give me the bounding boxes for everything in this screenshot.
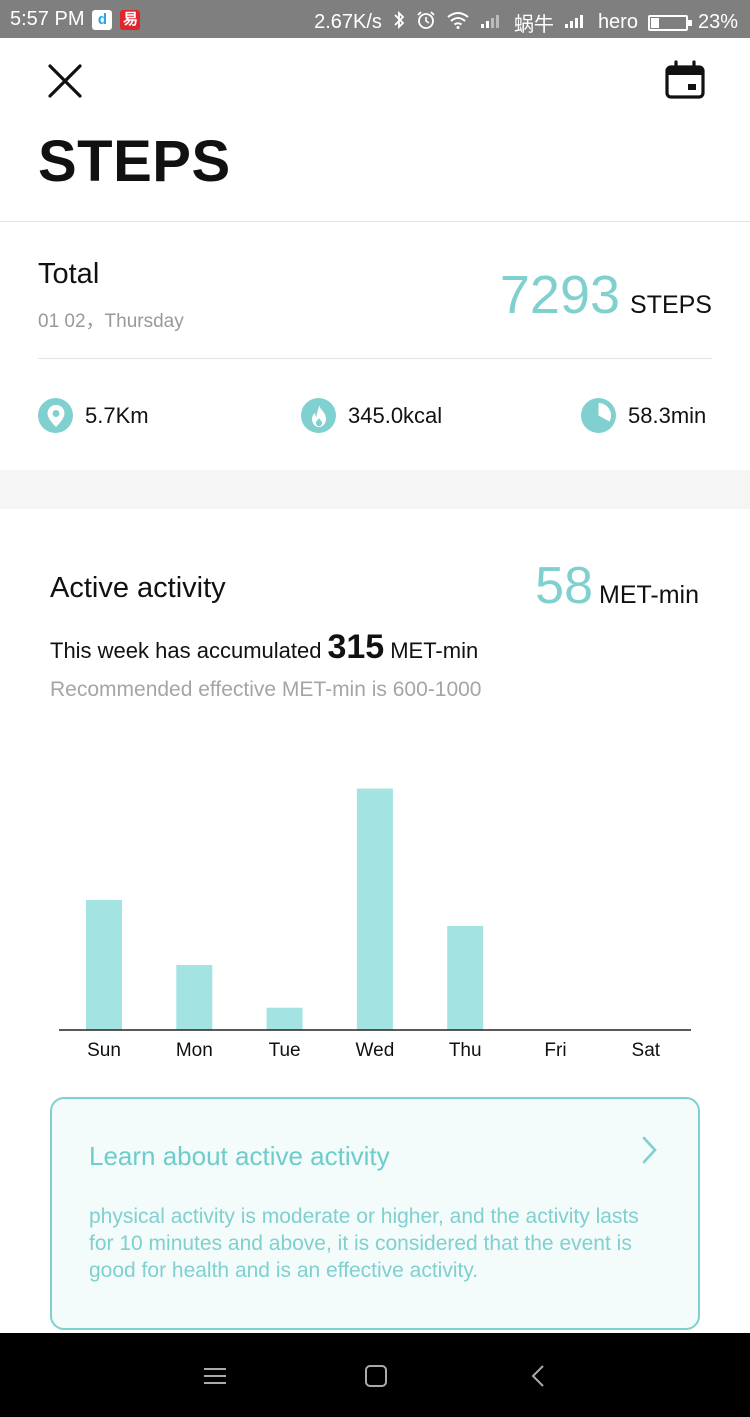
close-icon [48,64,82,98]
active-activity-title: Active activity [50,572,226,604]
calendar-icon [665,60,705,99]
battery-icon [647,14,692,31]
total-steps: 7293 STEPS [500,264,712,326]
section-separator [0,470,750,509]
week-accumulated-value: 315 [327,628,385,666]
calories-value: 345.0kcal [348,402,443,428]
total-steps-unit: STEPS [630,291,712,319]
battery-percent: 23% [697,11,738,33]
tick-label-thu: Thu [449,1040,482,1061]
bar-thu [447,926,484,1030]
location-pin-icon [38,398,73,433]
bar-mon [176,965,213,1030]
status-bar: 5:57 PM d 易 2.67K/s 蜗牛 hero 23% [0,0,750,38]
tick-label-mon: Mon [176,1040,213,1061]
tick-label-wed: Wed [356,1040,395,1061]
active-met: 58 MET-min [535,556,699,616]
duration-value: 58.3min [628,402,707,428]
clock-icon [581,398,616,433]
active-met-value: 58 [535,557,593,615]
bar-tue [266,1007,303,1030]
learn-about-card[interactable]: Learn about active activity physical act… [50,1097,700,1330]
duration-stat: 58.3min [581,398,706,433]
back-icon[interactable] [524,1361,554,1391]
carrier-name-2: hero [597,11,638,33]
flame-icon [301,398,336,433]
active-met-unit: MET-min [599,581,699,609]
chevron-right-icon[interactable] [640,1135,660,1165]
home-icon[interactable] [361,1361,391,1391]
learn-about-body: physical activity is moderate or higher,… [89,1205,639,1282]
week-accumulated-prefix: This week has accumulated [50,638,322,663]
week-accumulated-unit: MET-min [390,638,479,663]
tick-label-sat: Sat [632,1040,661,1061]
network-speed: 2.67K/s [314,11,382,33]
tick-label-sun: Sun [87,1040,121,1061]
divider [38,358,712,359]
system-nav-bar [0,1333,750,1417]
calendar-button[interactable] [662,58,708,104]
alarm-icon [416,10,436,36]
distance-stat: 5.7Km [38,398,149,433]
weekly-met-bar-chart: Sun Mon Tue Wed Thu Fri Sat [59,788,691,1061]
bar-wed [356,788,393,1030]
total-date: 01 02，Thursday [38,311,184,332]
learn-about-title[interactable]: Learn about active activity [89,1141,390,1171]
bar-sun [86,900,122,1030]
music-app-notification-icon: 易 [120,9,141,30]
wifi-icon [446,11,470,35]
tick-label-tue: Tue [269,1040,301,1061]
recommendation-text: Recommended effective MET-min is 600-100… [50,678,482,701]
calories-stat: 345.0kcal [301,398,442,433]
page-title: STEPS [38,129,231,194]
signal-icon-2 [564,11,588,34]
menu-icon[interactable] [200,1361,230,1391]
divider [0,221,750,222]
distance-value: 5.7Km [85,402,149,428]
close-button[interactable] [44,60,86,102]
status-time: 5:57 PM [10,8,85,30]
carrier-name-1: 蜗牛 [513,14,554,36]
total-label: Total [38,258,100,290]
total-steps-value: 7293 [499,265,621,325]
signal-icon-1 [480,11,504,34]
app-notification-icon: d [92,9,113,30]
week-accumulated: This week has accumulated 315 MET-min [50,628,478,667]
bluetooth-icon [392,10,406,36]
tick-label-fri: Fri [544,1040,566,1061]
